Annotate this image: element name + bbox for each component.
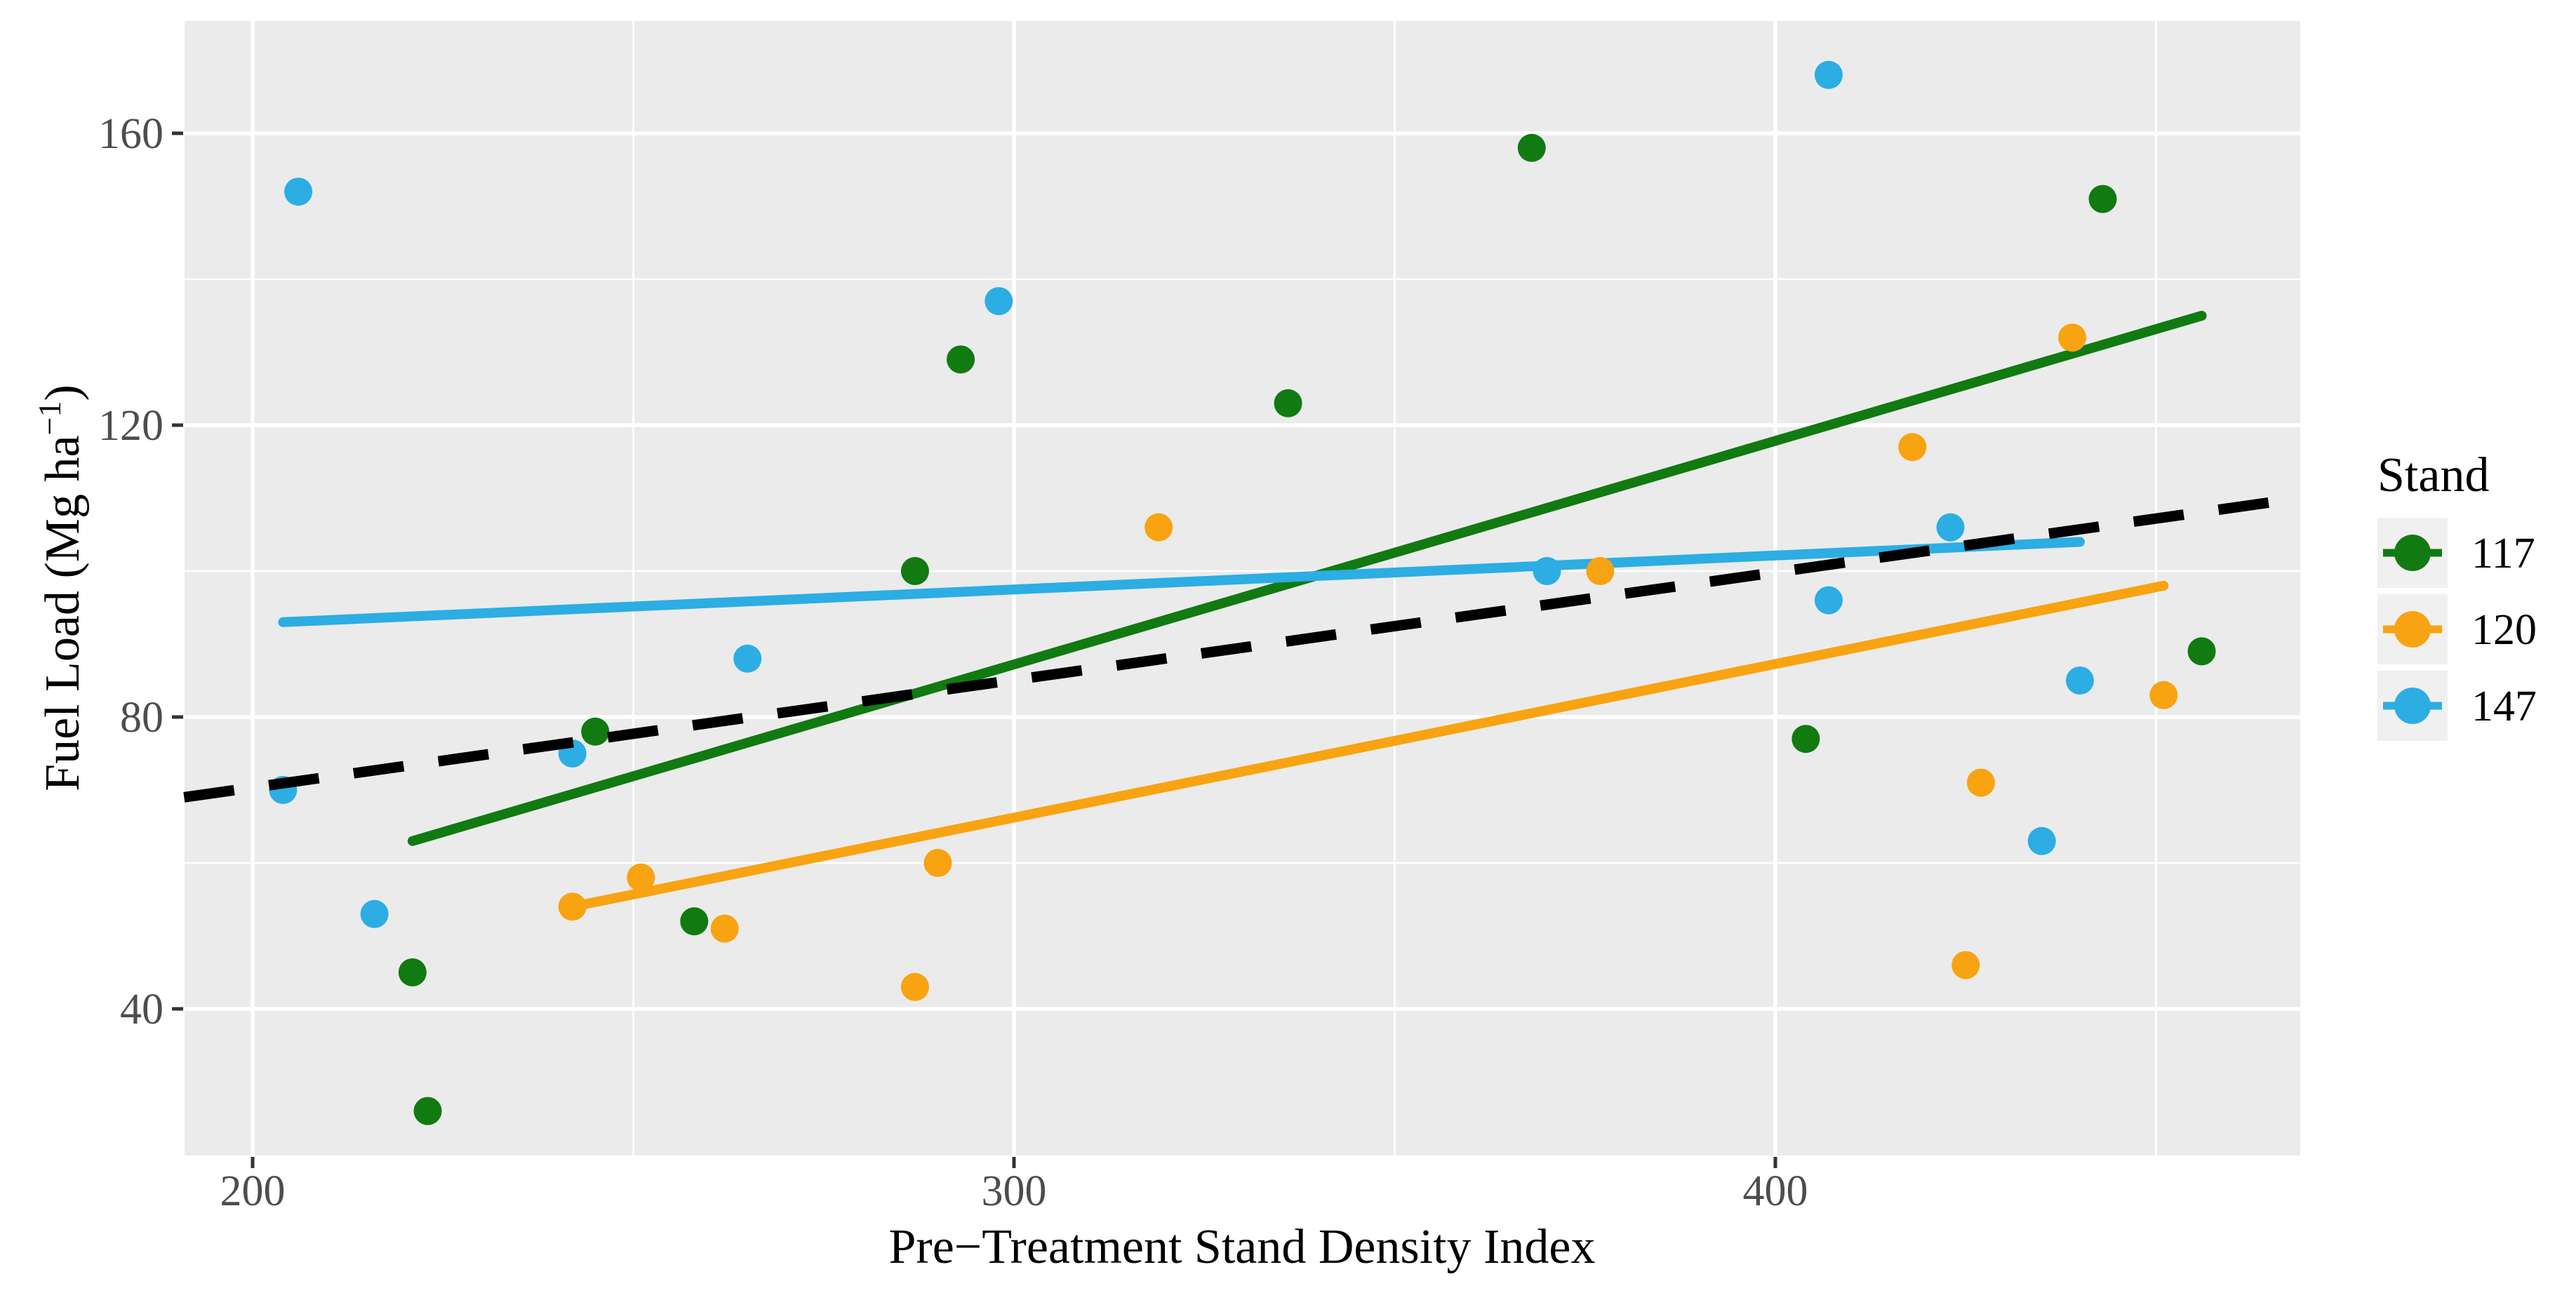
data-point-stand-120: [1966, 768, 1995, 797]
legend-key-dot-117: [2394, 535, 2431, 571]
data-point-stand-147: [2027, 826, 2056, 855]
legend-key-dot-147: [2394, 688, 2431, 724]
data-point-stand-147: [1533, 557, 1561, 585]
trend-lines: [278, 311, 2207, 912]
data-point-stand-147: [284, 177, 313, 206]
legend-key-dot-120: [2394, 611, 2431, 648]
data-point-stand-117: [581, 717, 610, 746]
data-point-stand-147: [2066, 666, 2094, 695]
x-tick-label-200: 200: [220, 1167, 286, 1215]
y-axis-title: Fuel Load (Mg ha−1): [32, 384, 90, 791]
data-point-stand-120: [1951, 951, 1980, 979]
legend-entry-120: 120: [2377, 594, 2537, 664]
plot-panel: [185, 21, 2300, 1155]
data-point-stand-120: [558, 892, 587, 921]
x-tick-label-300: 300: [982, 1167, 1047, 1215]
axis-tick-marks: [172, 131, 1777, 1168]
legend-label-120: 120: [2471, 606, 2537, 654]
trend-line-stand-120: [567, 580, 2169, 912]
data-point-stand-117: [947, 345, 975, 374]
data-point-stand-117: [1517, 133, 1546, 162]
data-point-stand-117: [680, 907, 709, 936]
data-point-stand-120: [710, 914, 739, 943]
data-point-stand-147: [733, 644, 762, 673]
data-point-stand-147: [1936, 513, 1965, 542]
overall-trend-line: [183, 492, 2302, 803]
legend-label-117: 117: [2471, 530, 2535, 577]
data-points: [269, 60, 2216, 1125]
data-point-stand-117: [1274, 389, 1302, 417]
data-point-stand-117: [2187, 637, 2216, 666]
y-tick-label-80: 80: [120, 694, 163, 742]
data-point-stand-120: [1898, 433, 1927, 462]
y-axis-title-main: Fuel Load (Mg ha: [36, 435, 90, 791]
data-point-stand-120: [2058, 323, 2087, 352]
y-tick-label-40: 40: [120, 986, 163, 1033]
legend-title: Stand: [2377, 448, 2489, 502]
y-tick-label-160: 160: [98, 110, 163, 158]
legend: Stand 117 120 147: [2377, 448, 2537, 741]
y-axis-title-close: ): [36, 384, 90, 401]
data-point-stand-147: [1814, 586, 1843, 615]
data-point-stand-120: [1586, 557, 1615, 585]
legend-entries: 117 120 147: [2377, 518, 2537, 741]
axis-tick-labels: 200 300 400 40 80 120 160: [98, 110, 1808, 1215]
data-point-stand-120: [900, 972, 929, 1001]
data-point-stand-120: [1144, 513, 1173, 542]
legend-label-147: 147: [2471, 683, 2537, 730]
legend-entry-147: 147: [2377, 671, 2537, 741]
major-gridlines: [185, 21, 2300, 1155]
data-point-stand-147: [360, 899, 389, 928]
data-point-stand-147: [1814, 60, 1843, 89]
trend-line-stand-147: [278, 537, 2085, 627]
data-point-stand-120: [627, 863, 655, 892]
data-point-stand-117: [398, 958, 427, 986]
data-point-stand-117: [413, 1097, 442, 1125]
data-point-stand-147: [985, 287, 1013, 316]
x-axis-title: Pre−Treatment Stand Density Index: [888, 1220, 1595, 1274]
data-point-stand-120: [2149, 681, 2178, 709]
data-point-stand-117: [900, 557, 929, 585]
y-tick-label-120: 120: [98, 402, 163, 450]
data-point-stand-120: [923, 849, 952, 877]
overall-dashed-trend-line: [183, 492, 2302, 803]
data-point-stand-117: [2088, 185, 2117, 213]
data-point-stand-117: [1791, 725, 1820, 753]
legend-entry-117: 117: [2377, 518, 2535, 588]
x-tick-label-400: 400: [1743, 1167, 1808, 1215]
y-axis-title-superscript: −1: [32, 401, 67, 435]
